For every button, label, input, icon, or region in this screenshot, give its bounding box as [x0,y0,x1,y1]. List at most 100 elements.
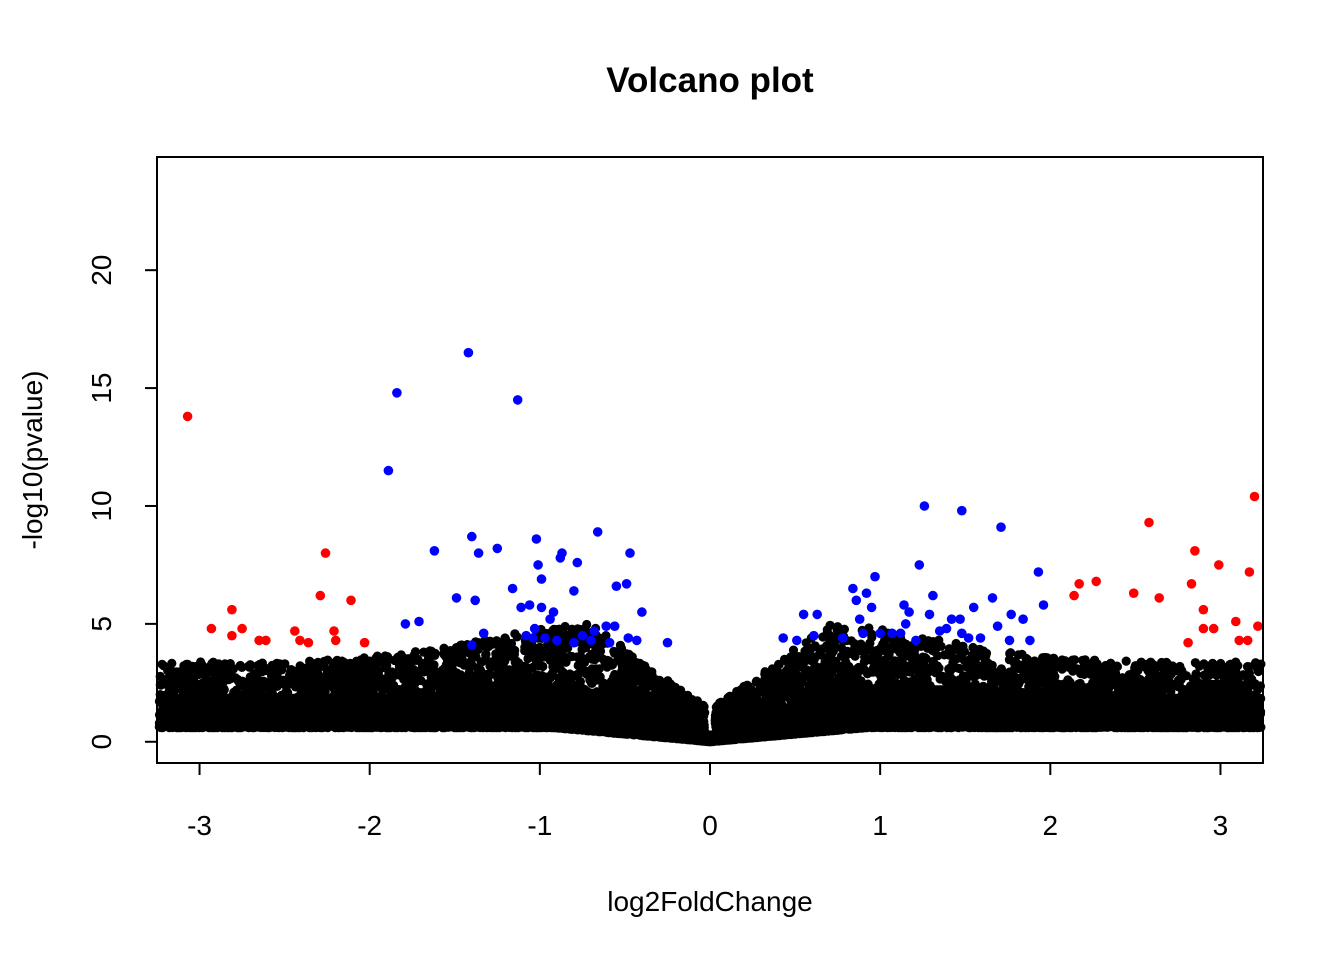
significant-point [941,623,952,634]
significant-points [182,347,1263,650]
significant-large-fc-point [1183,637,1193,648]
significant-point [569,586,579,596]
significant-large-fc-point [227,630,237,641]
significant-point [1033,567,1044,577]
significant-large-fc-point [1214,560,1224,570]
y-axis: 0 5 10 15 20 [86,255,157,750]
significant-point [798,609,809,620]
significant-point [524,600,535,610]
significant-point [968,602,979,613]
significant-point [996,522,1006,532]
significant-point [516,602,526,613]
significant-point [540,633,550,643]
significant-large-fc-point [1231,616,1241,627]
significant-point [957,505,967,516]
significant-point [507,583,518,594]
significant-large-fc-point [1244,567,1255,577]
significant-point [611,581,622,591]
significant-point [592,527,603,537]
significant-large-fc-point [1208,623,1219,634]
significant-point [1038,600,1049,610]
significant-point [392,388,402,398]
significant-large-fc-point [1253,621,1263,631]
significant-point [621,579,632,589]
significant-point [1018,614,1028,624]
significant-point [383,465,394,476]
significant-point [625,548,635,558]
significant-point [521,630,531,641]
significant-point [1025,635,1035,646]
significant-point [604,637,615,648]
significant-point [919,501,930,511]
significant-point [569,637,579,648]
significant-large-fc-point [1234,635,1244,646]
significant-point [533,560,543,570]
significant-point [577,630,588,641]
significant-large-fc-point [1198,604,1209,615]
significant-point [924,609,935,620]
significant-large-fc-point [290,626,300,636]
significant-point [858,628,868,639]
significant-large-fc-point [359,637,370,648]
significant-large-fc-point [1154,593,1164,603]
significant-point [623,633,634,643]
significant-point [492,543,503,554]
significant-large-fc-point [1144,517,1154,528]
significant-point [637,607,647,617]
significant-point [536,602,547,613]
significant-point [851,595,862,606]
significant-large-fc-point [1069,590,1079,601]
significant-point [875,628,885,639]
significant-large-fc-point [1190,546,1200,556]
significant-point [887,628,897,639]
significant-point [987,593,998,603]
significant-point [946,614,957,624]
significant-large-fc-point [1242,635,1253,646]
significant-point [809,630,819,641]
significant-point [928,590,938,601]
significant-point [536,574,547,584]
y-tick-label: 10 [86,490,117,521]
x-axis-label: log2FoldChange [607,886,813,917]
significant-large-fc-point [1128,588,1139,598]
significant-point [414,616,424,627]
significant-point [586,635,596,646]
x-tick-label: -2 [357,810,382,841]
significant-point [609,621,620,631]
significant-large-fc-point [1186,579,1197,589]
significant-point [975,633,986,643]
significant-point [957,628,967,639]
significant-large-fc-point [261,635,271,646]
significant-point [895,628,906,639]
significant-point [866,602,877,613]
significant-point [1006,609,1016,620]
significant-large-fc-point [303,637,314,648]
significant-point [870,571,880,582]
significant-point [632,635,642,646]
x-tick-label: 3 [1213,810,1229,841]
significant-point [1004,635,1015,646]
significant-point [899,600,909,610]
significant-large-fc-point [254,635,264,646]
significant-large-fc-point [1074,579,1084,589]
significant-point [601,621,611,631]
significant-point [531,534,542,544]
significant-point [555,553,566,563]
x-tick-label: -3 [187,810,212,841]
x-tick-label: -1 [527,810,552,841]
chart-title: Volcano plot [606,61,814,100]
significant-large-fc-point [1249,491,1260,502]
significant-large-fc-point [315,590,326,601]
significant-point [861,588,872,598]
significant-point [963,633,974,643]
significant-point [572,557,583,568]
significant-point [467,531,477,542]
significant-point [848,583,858,594]
significant-large-fc-point [237,623,247,634]
significant-large-fc-point [295,635,305,646]
y-tick-label: 15 [86,373,117,404]
significant-point [473,548,484,558]
nonsignificant-points-cloud [154,619,1266,747]
significant-point [792,635,802,646]
